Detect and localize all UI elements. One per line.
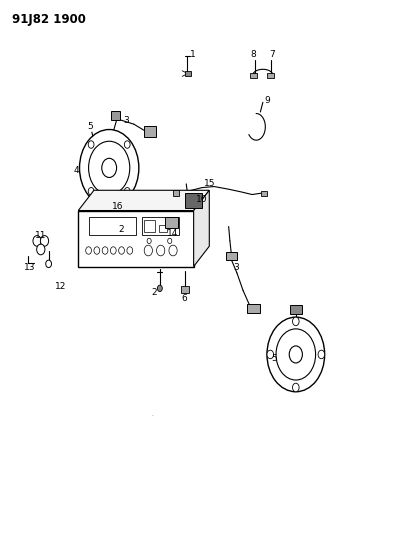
Circle shape — [88, 188, 94, 195]
Bar — [226, 252, 237, 260]
Circle shape — [88, 141, 94, 148]
Bar — [89, 217, 136, 235]
Circle shape — [86, 247, 91, 254]
Bar — [144, 126, 156, 137]
Text: 3: 3 — [233, 263, 239, 272]
Circle shape — [157, 245, 165, 256]
Text: 12: 12 — [55, 282, 67, 291]
Circle shape — [267, 317, 325, 392]
Bar — [181, 286, 189, 293]
Circle shape — [46, 260, 52, 268]
Circle shape — [147, 238, 151, 244]
Circle shape — [124, 141, 130, 148]
Text: 16: 16 — [112, 203, 123, 211]
Circle shape — [94, 247, 100, 254]
Circle shape — [127, 247, 133, 254]
Circle shape — [80, 130, 139, 206]
Circle shape — [124, 223, 129, 230]
Circle shape — [33, 236, 41, 246]
Text: 13: 13 — [24, 263, 36, 272]
Circle shape — [157, 285, 162, 292]
Bar — [159, 225, 167, 232]
Circle shape — [37, 244, 45, 255]
Bar — [290, 305, 302, 314]
Bar — [267, 73, 274, 78]
Text: 6: 6 — [182, 294, 187, 303]
Text: 5: 5 — [271, 354, 277, 362]
Text: ·: · — [151, 411, 154, 421]
Text: 4: 4 — [73, 166, 79, 175]
Text: 91J82 1900: 91J82 1900 — [12, 13, 86, 26]
Bar — [165, 217, 178, 228]
Circle shape — [267, 350, 274, 359]
Circle shape — [89, 141, 130, 195]
Bar — [185, 71, 191, 76]
Bar — [144, 220, 154, 232]
Text: 2: 2 — [119, 225, 124, 233]
Bar — [173, 190, 179, 196]
Text: 14: 14 — [166, 229, 178, 238]
Text: 9: 9 — [264, 96, 270, 104]
Circle shape — [168, 238, 172, 244]
Bar — [261, 191, 267, 196]
Bar — [78, 211, 194, 266]
Circle shape — [289, 346, 302, 363]
Circle shape — [110, 247, 116, 254]
Polygon shape — [78, 190, 209, 211]
Bar — [250, 73, 257, 78]
Text: 1: 1 — [190, 50, 196, 59]
Text: 2: 2 — [152, 288, 157, 296]
Text: 11: 11 — [35, 231, 46, 240]
Text: 3: 3 — [123, 117, 129, 125]
Circle shape — [293, 317, 299, 326]
Text: 15: 15 — [204, 180, 216, 188]
Bar — [185, 193, 202, 208]
Circle shape — [119, 247, 124, 254]
Bar — [142, 217, 179, 235]
Circle shape — [293, 383, 299, 392]
Circle shape — [169, 245, 177, 256]
Text: 7: 7 — [269, 51, 275, 59]
Polygon shape — [194, 190, 209, 266]
Circle shape — [102, 247, 108, 254]
Circle shape — [40, 236, 49, 246]
Circle shape — [318, 350, 325, 359]
Circle shape — [276, 329, 316, 380]
Bar — [247, 304, 260, 313]
Text: 8: 8 — [250, 51, 256, 59]
Circle shape — [144, 245, 152, 256]
Text: 10: 10 — [196, 196, 208, 204]
Text: 5: 5 — [87, 123, 93, 131]
Bar — [111, 111, 120, 120]
Circle shape — [124, 188, 130, 195]
Circle shape — [102, 158, 117, 177]
